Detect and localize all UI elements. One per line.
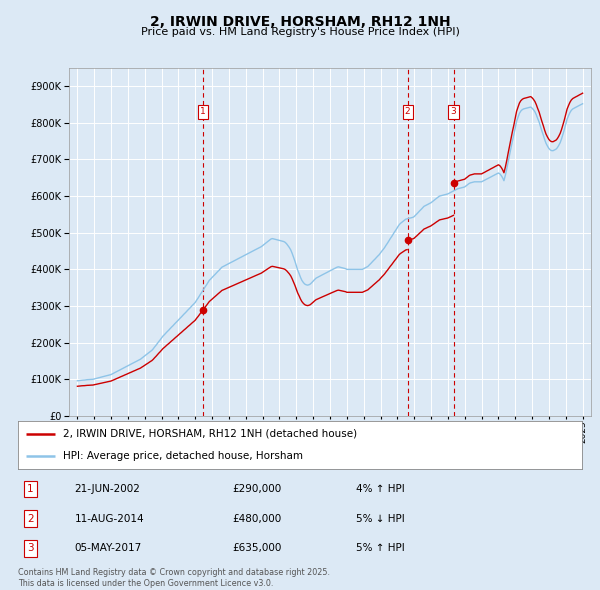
Text: £290,000: £290,000 (232, 484, 281, 494)
Text: 05-MAY-2017: 05-MAY-2017 (74, 543, 142, 553)
Text: 5% ↑ HPI: 5% ↑ HPI (356, 543, 405, 553)
Text: 21-JUN-2002: 21-JUN-2002 (74, 484, 140, 494)
Text: 5% ↓ HPI: 5% ↓ HPI (356, 514, 405, 523)
Text: 3: 3 (451, 107, 457, 116)
Text: 2: 2 (405, 107, 410, 116)
Text: 1: 1 (27, 484, 34, 494)
Text: Contains HM Land Registry data © Crown copyright and database right 2025.
This d: Contains HM Land Registry data © Crown c… (18, 568, 330, 588)
Text: 1: 1 (200, 107, 206, 116)
Text: 2: 2 (27, 514, 34, 523)
Text: 2, IRWIN DRIVE, HORSHAM, RH12 1NH (detached house): 2, IRWIN DRIVE, HORSHAM, RH12 1NH (detac… (63, 429, 357, 439)
Text: £480,000: £480,000 (232, 514, 281, 523)
Text: 3: 3 (27, 543, 34, 553)
Text: HPI: Average price, detached house, Horsham: HPI: Average price, detached house, Hors… (63, 451, 303, 461)
Text: £635,000: £635,000 (232, 543, 281, 553)
Text: 11-AUG-2014: 11-AUG-2014 (74, 514, 144, 523)
Text: Price paid vs. HM Land Registry's House Price Index (HPI): Price paid vs. HM Land Registry's House … (140, 27, 460, 37)
Text: 2, IRWIN DRIVE, HORSHAM, RH12 1NH: 2, IRWIN DRIVE, HORSHAM, RH12 1NH (149, 15, 451, 29)
Text: 4% ↑ HPI: 4% ↑ HPI (356, 484, 405, 494)
